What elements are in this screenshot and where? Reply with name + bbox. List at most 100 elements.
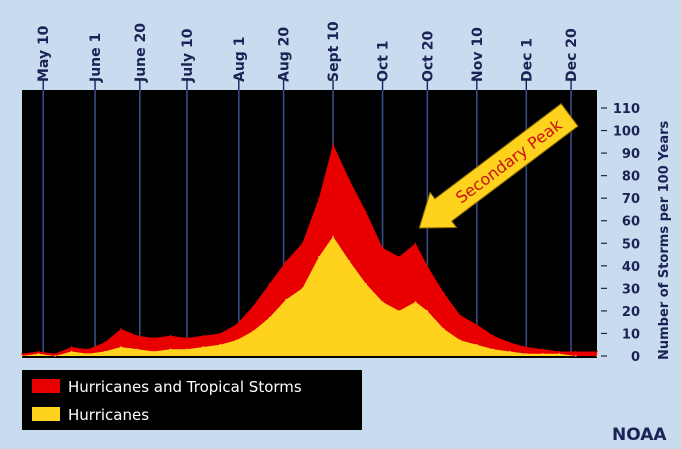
series-0-point — [37, 350, 40, 353]
legend-label-hurricanes-and-tropical-storms: Hurricanes and Tropical Storms — [68, 378, 302, 396]
series-0-point — [476, 323, 478, 326]
x-tick-label: May 10 — [36, 25, 52, 82]
grid-layer — [42, 90, 572, 356]
series-1-point — [252, 330, 254, 333]
series-0-point — [153, 337, 155, 339]
series-1-point — [509, 350, 511, 353]
x-tick-label: July 10 — [180, 28, 196, 83]
series-1-point — [558, 352, 561, 355]
y-tick-label: 60 — [622, 215, 640, 230]
x-tick-label: Aug 20 — [277, 27, 293, 82]
series-0-point — [414, 242, 417, 245]
axis-layer: May 10 June 1 June 20 July 10 Aug 1 Aug 20 Sep… — [36, 21, 640, 365]
y-tick-label: 20 — [622, 305, 640, 320]
area-series-1 — [22, 236, 597, 356]
y-tick-label: 100 — [613, 125, 640, 140]
series-1-point — [398, 310, 400, 312]
y-tick-label: 110 — [613, 102, 640, 117]
series-0-point — [252, 305, 254, 308]
series-1-point — [21, 355, 23, 357]
series-0-point — [332, 143, 334, 145]
x-tick-label: Aug 1 — [232, 37, 248, 82]
noaa-credit: NOAA — [612, 425, 667, 445]
series-0-point — [70, 346, 73, 348]
series-1-point — [120, 346, 122, 348]
legend-box — [22, 370, 362, 430]
y-axis-label: Number of Storms per 100 Years — [657, 120, 672, 360]
series-0-point — [136, 334, 139, 337]
series-0-point — [169, 334, 172, 337]
series-0-point — [596, 350, 598, 353]
series-1-point — [70, 350, 73, 353]
series-1-point — [54, 355, 56, 357]
y-tick-label: 90 — [622, 147, 640, 162]
series-1-point — [476, 343, 478, 346]
series-1-point — [365, 283, 367, 285]
series-1-point — [219, 343, 221, 346]
area-layer — [21, 143, 598, 357]
series-1-point — [87, 352, 89, 355]
series-0-point — [443, 292, 445, 294]
series-0-point — [509, 341, 511, 344]
series-1-point — [381, 301, 384, 303]
series-1-point — [414, 301, 417, 303]
x-tick-label: Dec 1 — [519, 38, 535, 82]
series-1-point — [169, 348, 172, 351]
series-0-point — [54, 352, 56, 355]
series-0-point — [301, 242, 304, 245]
series-0-point — [318, 197, 320, 199]
series-1-point — [492, 348, 495, 351]
area-series-0 — [22, 144, 597, 356]
x-tick-label: Oct 20 — [420, 30, 436, 82]
x-tick-label: Dec 20 — [564, 28, 580, 82]
series-1-point — [596, 355, 598, 357]
x-tick-label: Oct 1 — [376, 40, 392, 82]
series-0-point — [381, 246, 384, 249]
y-tick-label: 0 — [631, 350, 640, 365]
series-1-point — [459, 339, 462, 342]
series-1-point — [525, 352, 528, 355]
series-1-point — [186, 348, 188, 351]
series-1-point — [136, 348, 139, 351]
series-1-point — [285, 298, 287, 301]
series-1-point — [301, 287, 304, 290]
series-0-point — [268, 283, 271, 285]
series-0-point — [103, 341, 106, 344]
series-0-point — [426, 265, 429, 267]
y-tick-label: 10 — [622, 327, 640, 342]
series-1-point — [202, 346, 205, 348]
series-0-point — [492, 334, 495, 337]
series-1-point — [103, 350, 106, 353]
y-tick-label: 80 — [622, 170, 640, 185]
legend-swatch-hurricanes-and-tropical-storms — [32, 379, 60, 393]
series-0-point — [398, 255, 400, 258]
y-tick-label: 40 — [622, 260, 640, 275]
series-1-point — [268, 316, 271, 319]
secondary-peak-arrow — [418, 102, 579, 229]
series-1-point — [332, 235, 334, 238]
legend-label-hurricanes: Hurricanes — [68, 406, 149, 424]
series-1-point — [235, 339, 238, 342]
y-tick-label: 50 — [622, 237, 640, 252]
series-1-point — [318, 255, 320, 258]
series-1-point — [542, 352, 544, 355]
x-tick-label: June 1 — [88, 33, 104, 83]
y-tick-label: 30 — [622, 282, 640, 297]
series-1-point — [348, 260, 351, 263]
x-tick-label: June 20 — [133, 23, 149, 83]
series-0-point — [525, 346, 528, 348]
series-0-point — [235, 323, 238, 326]
legend-swatch-hurricanes — [32, 407, 60, 421]
series-0-point — [558, 350, 561, 353]
series-0-point — [120, 328, 122, 330]
series-0-point — [348, 179, 351, 181]
y-tick-label: 70 — [622, 192, 640, 207]
series-1-point — [443, 328, 445, 330]
series-0-point — [459, 314, 462, 317]
series-1-point — [153, 350, 155, 353]
series-0-point — [542, 348, 544, 351]
series-0-point — [202, 334, 205, 337]
series-0-point — [219, 332, 221, 335]
